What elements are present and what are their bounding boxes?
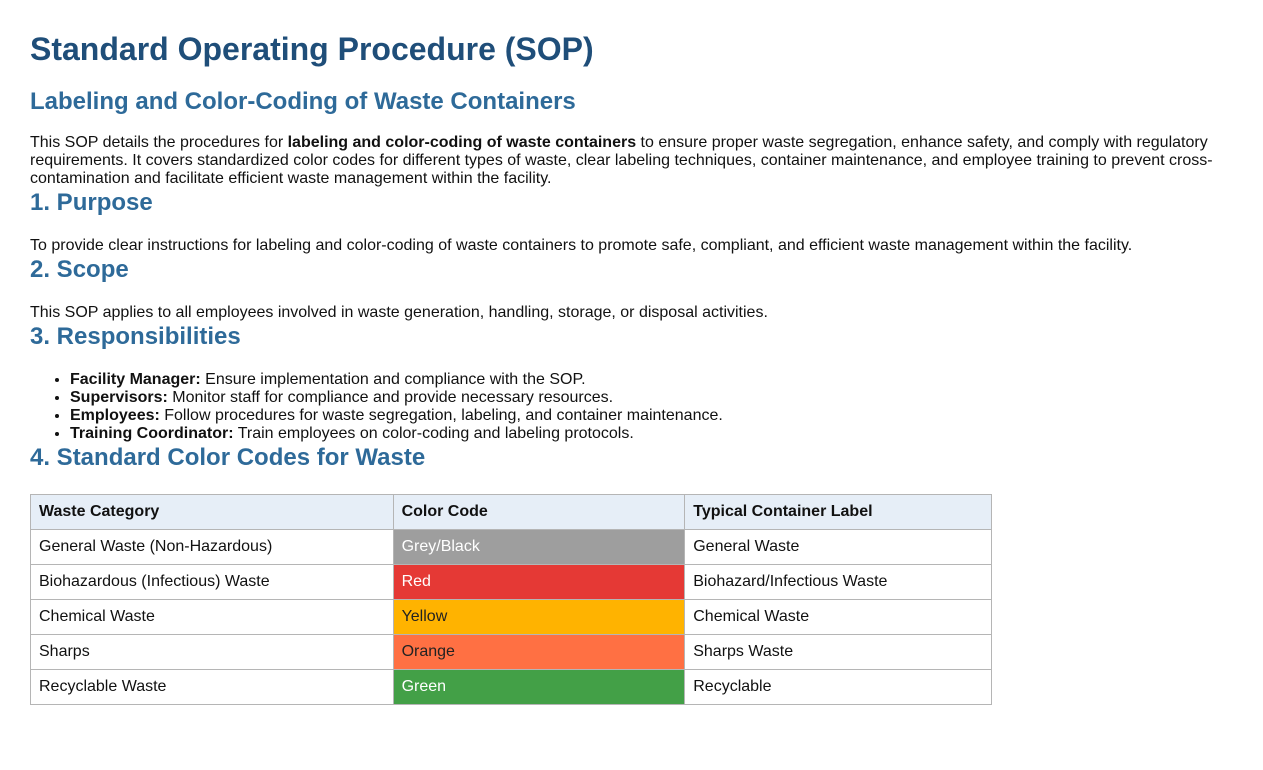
color-code-cell: Yellow: [392, 599, 686, 635]
table-row: General Waste (Non-Hazardous) Grey/Black…: [30, 529, 992, 565]
page-subtitle: Labeling and Color-Coding of Waste Conta…: [30, 88, 576, 115]
role-label: Supervisors:: [70, 389, 168, 406]
sop-document: Standard Operating Procedure (SOP) Label…: [0, 0, 1263, 705]
column-header-waste-category: Waste Category: [30, 494, 394, 530]
container-label-cell: General Waste: [684, 529, 992, 565]
column-header-color-code: Color Code: [392, 494, 686, 530]
list-item: Supervisors: Monitor staff for complianc…: [70, 389, 1233, 407]
list-item: Facility Manager: Ensure implementation …: [70, 371, 1233, 389]
role-description: Monitor staff for compliance and provide…: [167, 389, 614, 406]
list-item: Employees: Follow procedures for waste s…: [70, 407, 1233, 425]
color-code-cell: Green: [392, 669, 686, 705]
intro-text-before: This SOP details the procedures for: [30, 134, 288, 151]
role-label: Facility Manager:: [70, 371, 201, 388]
waste-category-cell: Biohazardous (Infectious) Waste: [30, 564, 394, 600]
waste-category-cell: Recyclable Waste: [30, 669, 394, 705]
waste-category-cell: Chemical Waste: [30, 599, 394, 635]
purpose-text: To provide clear instructions for labeli…: [30, 237, 1133, 254]
role-description: Follow procedures for waste segregation,…: [159, 407, 723, 424]
role-description: Ensure implementation and compliance wit…: [200, 371, 586, 388]
color-code-cell: Red: [392, 564, 686, 600]
table-header-row: Waste Category Color Code Typical Contai…: [30, 494, 992, 530]
column-header-container-label: Typical Container Label: [684, 494, 992, 530]
waste-category-cell: Sharps: [30, 634, 394, 670]
waste-category-cell: General Waste (Non-Hazardous): [30, 529, 394, 565]
scope-heading: 2. Scope: [30, 256, 129, 283]
role-description: Train employees on color-coding and labe…: [233, 425, 634, 442]
responsibilities-heading: 3. Responsibilities: [30, 323, 241, 350]
intro-text-bold: labeling and color-coding of waste conta…: [287, 134, 637, 151]
color-codes-table: Waste Category Color Code Typical Contai…: [30, 494, 992, 705]
scope-text: This SOP applies to all employees involv…: [30, 304, 768, 321]
list-item: Training Coordinator: Train employees on…: [70, 425, 1233, 443]
responsibilities-list: Facility Manager: Ensure implementation …: [30, 371, 1233, 443]
purpose-heading: 1. Purpose: [30, 189, 153, 216]
container-label-cell: Biohazard/Infectious Waste: [684, 564, 992, 600]
color-codes-heading: 4. Standard Color Codes for Waste: [30, 444, 426, 471]
page-title: Standard Operating Procedure (SOP): [30, 31, 594, 67]
container-label-cell: Sharps Waste: [684, 634, 992, 670]
table-row: Recyclable Waste Green Recyclable: [30, 669, 992, 705]
intro-text-after: to ensure proper waste segregation, enha…: [30, 134, 1213, 187]
table-row: Sharps Orange Sharps Waste: [30, 634, 992, 670]
color-code-cell: Orange: [392, 634, 686, 670]
intro-paragraph: This SOP details the procedures for labe…: [30, 134, 1225, 188]
container-label-cell: Recyclable: [684, 669, 992, 705]
color-code-cell: Grey/Black: [392, 529, 686, 565]
table-row: Chemical Waste Yellow Chemical Waste: [30, 599, 992, 635]
container-label-cell: Chemical Waste: [684, 599, 992, 635]
role-label: Employees:: [70, 407, 160, 424]
table-row: Biohazardous (Infectious) Waste Red Bioh…: [30, 564, 992, 600]
role-label: Training Coordinator:: [70, 425, 234, 442]
